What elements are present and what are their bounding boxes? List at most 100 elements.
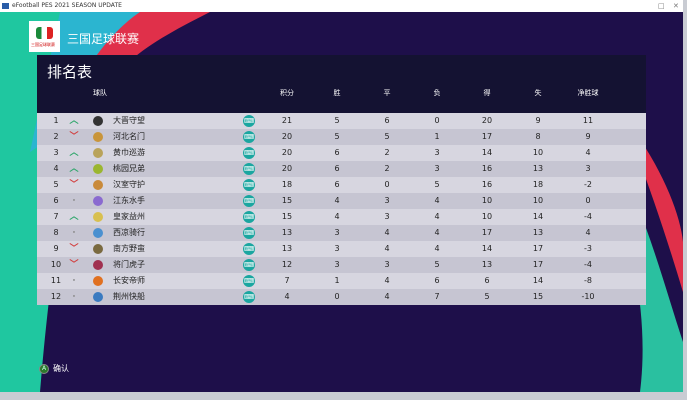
standings-panel: 排名表 球队 积分 胜 平 负 得 失 净胜球 1 ︿ 大晋守望 ⌨ 21 5 6 0 20 9 1… xyxy=(37,55,646,305)
cell-l: 4 xyxy=(434,212,440,221)
rank: 5 xyxy=(53,180,59,189)
table-row[interactable]: 9 ﹀ 南方野蛮 ⌨ 13 3 4 4 14 17 -3 xyxy=(37,241,646,257)
cell-ga: 13 xyxy=(532,164,544,173)
controller-icon[interactable]: ⌨ xyxy=(243,115,255,127)
rank: 1 xyxy=(53,116,59,125)
trend-down-icon: ﹀ xyxy=(69,180,79,190)
cell-l: 4 xyxy=(434,196,440,205)
cell-gd: 4 xyxy=(585,228,591,237)
table-row[interactable]: 11 • 长安帝师 ⌨ 7 1 4 6 6 14 -8 xyxy=(37,273,646,289)
cell-pts: 13 xyxy=(281,228,293,237)
cell-gd: -3 xyxy=(584,244,592,253)
team-badge-icon xyxy=(93,180,103,190)
cell-gd: -4 xyxy=(584,212,592,221)
cell-d: 4 xyxy=(384,292,390,301)
cell-gd: 4 xyxy=(585,148,591,157)
controller-icon[interactable]: ⌨ xyxy=(243,211,255,223)
controller-icon[interactable]: ⌨ xyxy=(243,275,255,287)
app-icon xyxy=(2,3,9,9)
cell-gd: 0 xyxy=(585,196,591,205)
cell-pts: 18 xyxy=(281,180,293,189)
cell-gf: 20 xyxy=(481,116,493,125)
cell-d: 3 xyxy=(384,212,390,221)
col-points: 积分 xyxy=(280,89,294,97)
cell-l: 6 xyxy=(434,276,440,285)
confirm-hint[interactable]: A 确认 xyxy=(39,363,69,374)
table-row[interactable]: 7 ︿ 皇家益州 ⌨ 15 4 3 4 10 14 -4 xyxy=(37,209,646,225)
team-badge-icon xyxy=(93,292,103,302)
team-name: 黄巾巡游 xyxy=(113,148,145,157)
cell-gf: 10 xyxy=(481,196,493,205)
controller-icon[interactable]: ⌨ xyxy=(243,195,255,207)
cell-ga: 18 xyxy=(532,180,544,189)
cell-d: 5 xyxy=(384,132,390,141)
cell-w: 0 xyxy=(334,292,340,301)
cell-d: 4 xyxy=(384,244,390,253)
team-name: 南方野蛮 xyxy=(113,244,145,253)
cell-w: 3 xyxy=(334,260,340,269)
cell-gf: 16 xyxy=(481,180,493,189)
table-row[interactable]: 2 ﹀ 河北名门 ⌨ 20 5 5 1 17 8 9 xyxy=(37,129,646,145)
cell-w: 4 xyxy=(334,212,340,221)
table-row[interactable]: 5 ﹀ 汉室守护 ⌨ 18 6 0 5 16 18 -2 xyxy=(37,177,646,193)
rank: 9 xyxy=(53,244,59,253)
controller-icon[interactable]: ⌨ xyxy=(243,243,255,255)
team-badge-icon xyxy=(93,148,103,158)
cell-l: 3 xyxy=(434,148,440,157)
page-title: 排名表 xyxy=(47,63,93,81)
table-row[interactable]: 12 • 荆州快船 ⌨ 4 0 4 7 5 15 -10 xyxy=(37,289,646,305)
cell-ga: 15 xyxy=(532,292,544,301)
cell-pts: 20 xyxy=(281,148,293,157)
cell-pts: 15 xyxy=(281,212,293,221)
rank: 6 xyxy=(53,196,59,205)
controller-icon[interactable]: ⌨ xyxy=(243,179,255,191)
cell-d: 2 xyxy=(384,148,390,157)
col-draws: 平 xyxy=(383,89,391,97)
controller-icon[interactable]: ⌨ xyxy=(243,259,255,271)
cell-l: 1 xyxy=(434,132,440,141)
table-row[interactable]: 3 ︿ 黄巾巡游 ⌨ 20 6 2 3 14 10 4 xyxy=(37,145,646,161)
controller-icon[interactable]: ⌨ xyxy=(243,227,255,239)
trend-up-icon: ︿ xyxy=(69,148,79,158)
close-button[interactable]: ✕ xyxy=(673,2,679,10)
team-badge-icon xyxy=(93,132,103,142)
cell-l: 5 xyxy=(434,260,440,269)
table-row[interactable]: 6 • 江东水手 ⌨ 15 4 3 4 10 10 0 xyxy=(37,193,646,209)
cell-gf: 17 xyxy=(481,132,493,141)
cell-d: 2 xyxy=(384,164,390,173)
table-row[interactable]: 8 • 西凉骑行 ⌨ 13 3 4 4 17 13 4 xyxy=(37,225,646,241)
table-row[interactable]: 10 ﹀ 将门虎子 ⌨ 12 3 3 5 13 17 -4 xyxy=(37,257,646,273)
league-logo: 三国足球联赛 xyxy=(29,21,60,52)
cell-l: 4 xyxy=(434,244,440,253)
cell-ga: 17 xyxy=(532,260,544,269)
controller-icon[interactable]: ⌨ xyxy=(243,131,255,143)
cell-w: 3 xyxy=(334,228,340,237)
cell-pts: 7 xyxy=(284,276,290,285)
cell-pts: 20 xyxy=(281,164,293,173)
cell-d: 6 xyxy=(384,116,390,125)
team-badge-icon xyxy=(93,244,103,254)
controller-icon[interactable]: ⌨ xyxy=(243,147,255,159)
cell-l: 4 xyxy=(434,228,440,237)
cell-gf: 14 xyxy=(481,244,493,253)
team-name: 皇家益州 xyxy=(113,212,145,221)
window-title: eFootball PES 2021 SEASON UPDATE xyxy=(12,2,122,9)
trend-up-icon: ︿ xyxy=(69,164,79,174)
trend-down-icon: ﹀ xyxy=(69,132,79,142)
rank: 3 xyxy=(53,148,59,157)
controller-icon[interactable]: ⌨ xyxy=(243,291,255,303)
trend-same-icon: • xyxy=(72,278,76,284)
team-name: 西凉骑行 xyxy=(113,228,145,237)
rank: 12 xyxy=(50,292,62,301)
table-row[interactable]: 4 ︿ 桃园兄弟 ⌨ 20 6 2 3 16 13 3 xyxy=(37,161,646,177)
a-button-icon: A xyxy=(39,363,49,374)
maximize-button[interactable]: □ xyxy=(658,2,665,10)
cell-w: 5 xyxy=(334,116,340,125)
cell-l: 5 xyxy=(434,180,440,189)
table-row[interactable]: 1 ︿ 大晋守望 ⌨ 21 5 6 0 20 9 11 xyxy=(37,113,646,129)
trend-up-icon: ︿ xyxy=(69,212,79,222)
rank: 11 xyxy=(50,276,62,285)
cell-gd: 9 xyxy=(585,132,591,141)
controller-icon[interactable]: ⌨ xyxy=(243,163,255,175)
team-badge-icon xyxy=(93,212,103,222)
